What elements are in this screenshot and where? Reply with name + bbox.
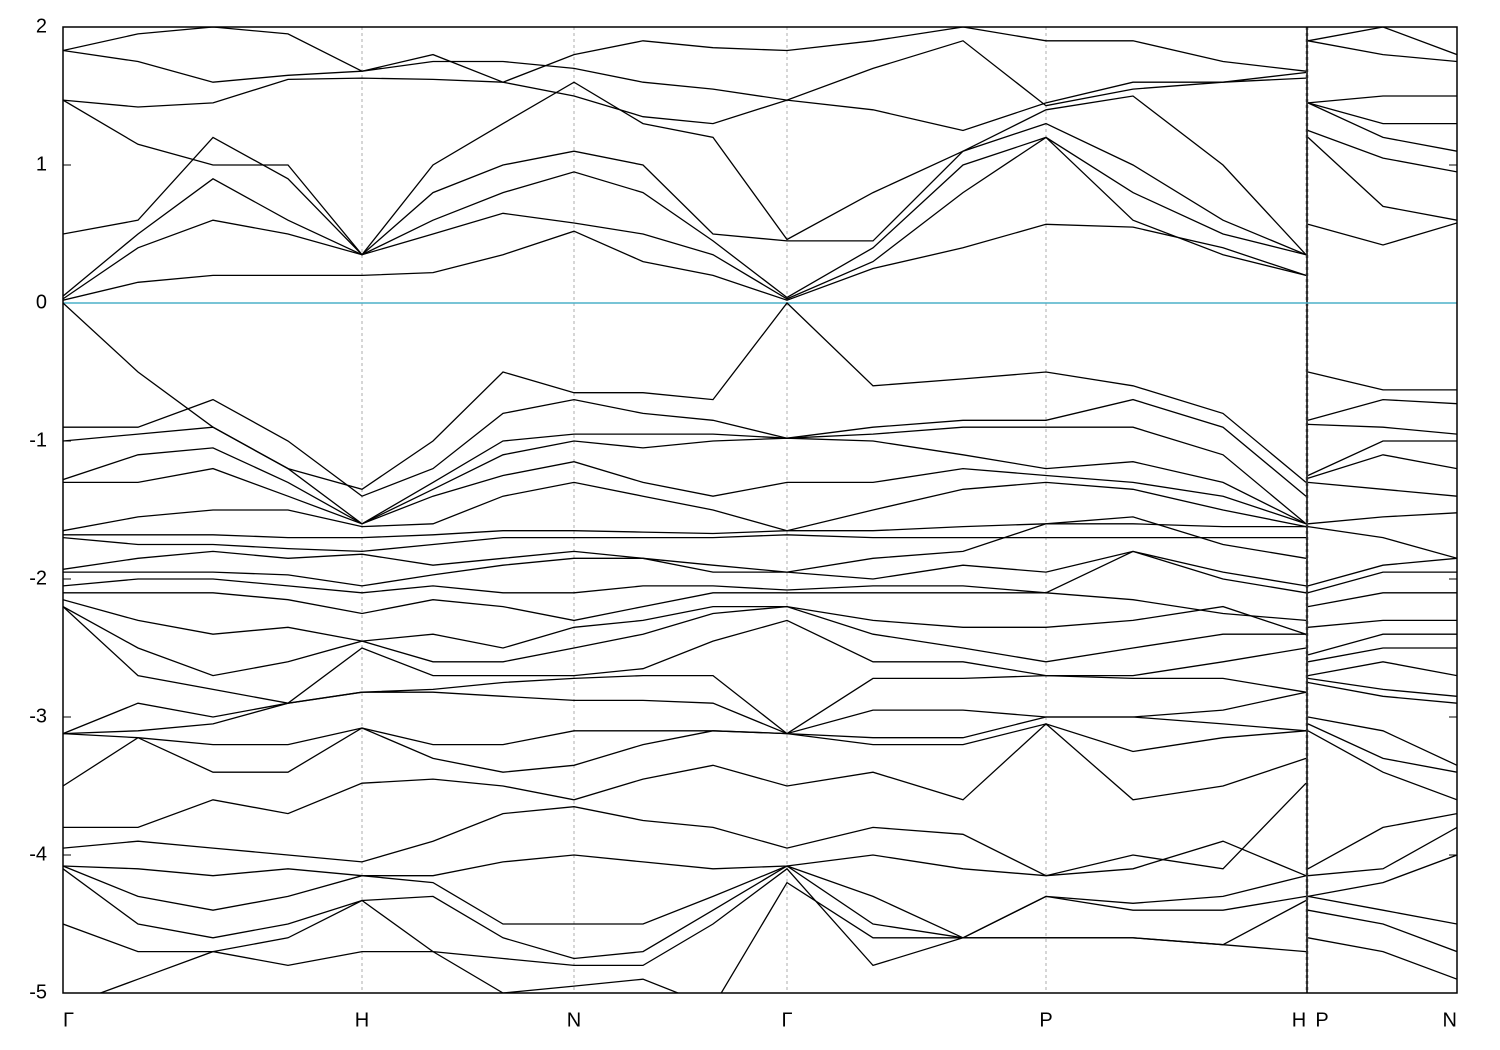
band-line: [63, 865, 1457, 960]
x-tick-label: H: [1292, 1009, 1306, 1031]
x-tick-label: Γ: [63, 1009, 74, 1031]
x-tick-label: Γ: [781, 1009, 792, 1031]
y-tick-label: -5: [29, 981, 47, 1003]
band-line: [63, 525, 1457, 559]
band-line: [63, 481, 1457, 532]
plot-frame: [62, 26, 1458, 994]
band-line: [63, 723, 1457, 787]
band-line: [63, 599, 1457, 656]
band-line: [63, 716, 1457, 766]
band-line: [63, 27, 1457, 83]
band-line: [63, 454, 1457, 525]
band-line: [63, 606, 1457, 704]
band-line: [63, 40, 1457, 107]
band-line: [63, 867, 1457, 967]
x-tick-label: P: [1315, 1009, 1328, 1031]
grid: [63, 26, 1457, 994]
bands: [63, 27, 1457, 993]
band-line: [63, 423, 1457, 525]
band-line: [63, 302, 1457, 491]
band-line: [63, 854, 1457, 939]
band-line: [63, 81, 1457, 256]
band-line: [63, 782, 1457, 877]
band-line: [63, 222, 1457, 301]
y-tick-label: 2: [36, 15, 47, 37]
band-line: [63, 77, 1457, 132]
band-line: [63, 674, 1457, 735]
band-line: [63, 129, 1457, 299]
band-line: [63, 826, 1457, 877]
band-line: [63, 102, 1457, 256]
band-line: [63, 550, 1457, 608]
tick-labels: 210-1-2-3-4-5Γ H N Γ P H P N: [29, 15, 1457, 1031]
y-tick-label: 1: [36, 153, 47, 175]
y-tick-label: -3: [29, 705, 47, 727]
band-line: [98, 881, 1457, 993]
band-line: [63, 437, 1457, 525]
band-line: [63, 136, 1457, 300]
band-line: [63, 550, 1457, 594]
x-tick-label: N: [1443, 1009, 1457, 1031]
x-tick-label: N: [567, 1009, 581, 1031]
band-line: [63, 605, 1457, 677]
x-tick-label: H: [355, 1009, 369, 1031]
band-line: [63, 512, 1457, 539]
band-line: [63, 723, 1457, 829]
x-tick-label: P: [1039, 1009, 1052, 1031]
y-tick-label: -4: [29, 843, 47, 865]
y-tick-label: -1: [29, 429, 47, 451]
y-tick-label: -2: [29, 567, 47, 589]
y-tick-label: 0: [36, 291, 47, 313]
band-line: [63, 398, 1457, 497]
band-line: [63, 592, 1457, 628]
